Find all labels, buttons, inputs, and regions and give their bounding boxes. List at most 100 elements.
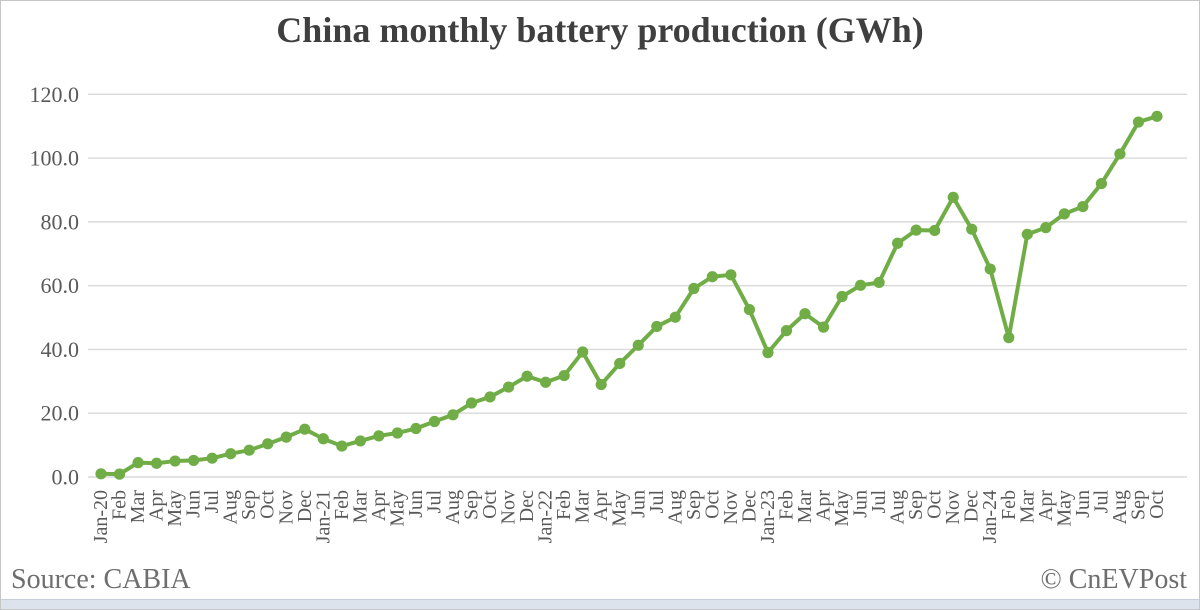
x-tick-label: Aug	[220, 490, 242, 524]
data-point	[1058, 208, 1070, 220]
chart-canvas: 0.020.040.060.080.0100.0120.0Jan-20FebMa…	[30, 82, 1187, 543]
data-point	[354, 435, 366, 447]
data-point	[410, 422, 422, 435]
x-tick-label: May	[1053, 490, 1075, 527]
data-point	[428, 415, 441, 428]
x-tick-label: Dec	[516, 490, 538, 522]
data-point	[113, 468, 126, 480]
data-point	[540, 376, 552, 388]
x-tick-label: Feb	[998, 490, 1020, 520]
x-tick-label: Oct	[257, 490, 279, 519]
data-point	[595, 378, 607, 391]
y-tick-label: 80.0	[41, 209, 80, 234]
data-point	[1151, 110, 1163, 122]
bottom-accent-bar	[1, 599, 1199, 609]
data-point	[243, 444, 255, 456]
data-point	[854, 279, 867, 291]
x-tick-label: Jun	[850, 490, 872, 518]
x-tick-label: Jan-24	[979, 490, 1001, 543]
x-tick-label: Feb	[553, 490, 575, 520]
x-tick-label: Nov	[720, 490, 742, 524]
data-point	[373, 430, 385, 442]
x-tick-label: Jul	[868, 490, 890, 514]
x-tick-label: Jun	[405, 490, 427, 518]
data-point	[1114, 148, 1126, 160]
x-tick-label: Apr	[1035, 490, 1057, 521]
data-point	[465, 397, 478, 409]
data-point	[317, 433, 329, 445]
data-point	[150, 457, 163, 469]
chart-footer: Source: CABIA © CnEVPost	[1, 564, 1199, 598]
x-tick-label: Apr	[590, 490, 612, 521]
data-point	[391, 427, 404, 439]
x-tick-label: Sep	[238, 490, 260, 520]
data-point	[521, 370, 533, 382]
data-point	[892, 237, 904, 249]
data-point	[817, 321, 830, 333]
data-point	[743, 303, 756, 316]
x-tick-label: May	[164, 490, 186, 527]
chart-title: China monthly battery production (GWh)	[276, 10, 924, 50]
x-tick-label: Aug	[664, 490, 686, 524]
data-point	[206, 452, 218, 464]
y-tick-label: 100.0	[30, 146, 80, 171]
data-point	[725, 269, 737, 281]
data-point	[688, 282, 700, 295]
x-tick-label: Dec	[738, 490, 760, 522]
x-tick-label: Aug	[1109, 490, 1131, 524]
y-tick-label: 0.0	[52, 465, 80, 490]
data-point	[225, 448, 237, 460]
data-point	[873, 276, 885, 289]
data-point	[169, 455, 181, 467]
x-tick-label: Jul	[1090, 490, 1112, 514]
data-point	[669, 311, 681, 323]
data-point	[299, 423, 311, 435]
x-tick-label: May	[386, 490, 408, 527]
copyright-label: © CnEVPost	[1040, 564, 1187, 595]
data-point	[484, 391, 496, 403]
data-point	[947, 191, 959, 203]
data-point	[447, 409, 459, 421]
data-point	[966, 223, 978, 235]
x-tick-label: Dec	[294, 490, 316, 522]
x-tick-label: Mar	[572, 490, 594, 524]
data-point	[502, 381, 515, 393]
x-tick-label: Apr	[368, 490, 390, 521]
data-point	[95, 468, 107, 480]
source-label: Source: CABIA	[11, 564, 191, 595]
data-point	[280, 431, 292, 443]
y-tick-label: 40.0	[41, 337, 80, 362]
data-point	[1021, 228, 1033, 240]
x-tick-label: May	[831, 490, 853, 527]
data-point	[1040, 222, 1052, 234]
x-tick-label: Oct	[701, 490, 723, 519]
y-tick-label: 60.0	[41, 273, 80, 298]
x-tick-label: Jan-23	[757, 490, 779, 543]
data-point	[799, 308, 811, 320]
x-tick-label: Dec	[961, 490, 983, 522]
x-tick-label: Aug	[887, 490, 909, 524]
x-tick-label: Jul	[423, 490, 445, 514]
data-point	[780, 325, 793, 337]
x-tick-label: May	[609, 490, 631, 527]
x-tick-label: Nov	[275, 490, 297, 524]
data-point	[188, 454, 200, 467]
data-point	[929, 224, 941, 237]
x-tick-label: Feb	[109, 490, 131, 520]
x-tick-label: Apr	[146, 490, 168, 521]
x-tick-label: Jun	[1072, 490, 1094, 518]
data-point	[336, 440, 348, 452]
x-tick-label: Mar	[794, 490, 816, 524]
x-tick-label: Oct	[924, 490, 946, 519]
x-tick-label: Oct	[479, 490, 501, 519]
data-point	[836, 290, 848, 303]
x-tick-label: Sep	[683, 490, 705, 520]
x-tick-label: Apr	[813, 490, 835, 521]
x-tick-label: Aug	[442, 490, 464, 524]
data-point	[1132, 116, 1145, 128]
data-point	[577, 346, 589, 358]
data-point	[614, 357, 626, 370]
x-tick-label: Sep	[905, 490, 927, 520]
x-tick-label: Jun	[627, 490, 649, 518]
